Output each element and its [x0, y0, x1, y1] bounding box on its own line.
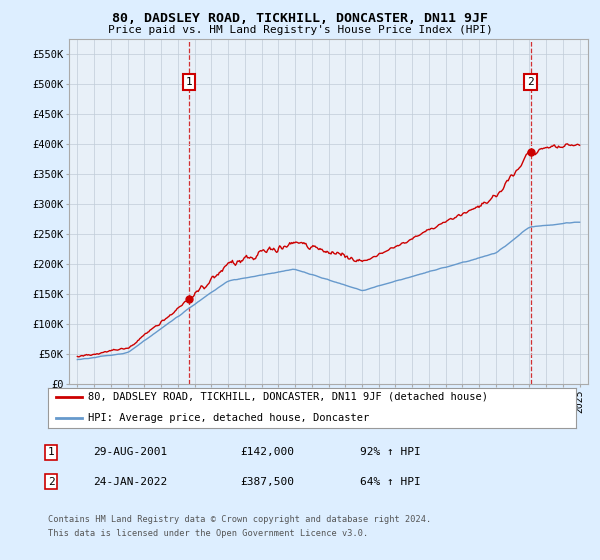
- Text: 29-AUG-2001: 29-AUG-2001: [93, 447, 167, 458]
- Text: This data is licensed under the Open Government Licence v3.0.: This data is licensed under the Open Gov…: [48, 529, 368, 538]
- Text: £142,000: £142,000: [240, 447, 294, 458]
- Text: 92% ↑ HPI: 92% ↑ HPI: [360, 447, 421, 458]
- Text: 2: 2: [527, 77, 534, 87]
- Text: 2: 2: [47, 477, 55, 487]
- Text: Price paid vs. HM Land Registry's House Price Index (HPI): Price paid vs. HM Land Registry's House …: [107, 25, 493, 35]
- Text: HPI: Average price, detached house, Doncaster: HPI: Average price, detached house, Donc…: [88, 413, 369, 423]
- Text: £387,500: £387,500: [240, 477, 294, 487]
- Text: Contains HM Land Registry data © Crown copyright and database right 2024.: Contains HM Land Registry data © Crown c…: [48, 515, 431, 524]
- Text: 64% ↑ HPI: 64% ↑ HPI: [360, 477, 421, 487]
- Text: 80, DADSLEY ROAD, TICKHILL, DONCASTER, DN11 9JF (detached house): 80, DADSLEY ROAD, TICKHILL, DONCASTER, D…: [88, 392, 488, 402]
- Text: 24-JAN-2022: 24-JAN-2022: [93, 477, 167, 487]
- Text: 1: 1: [185, 77, 192, 87]
- Text: 1: 1: [47, 447, 55, 458]
- Text: 80, DADSLEY ROAD, TICKHILL, DONCASTER, DN11 9JF: 80, DADSLEY ROAD, TICKHILL, DONCASTER, D…: [112, 12, 488, 25]
